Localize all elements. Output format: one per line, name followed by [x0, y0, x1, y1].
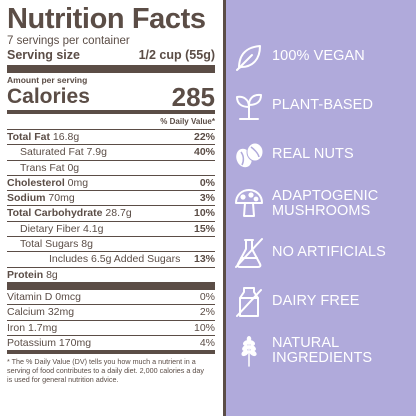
claim-label: NO ARTIFICIALS — [272, 244, 386, 260]
micronutrient-dv: 2% — [199, 306, 215, 319]
claim-dairy-free: DAIRY FREE — [232, 277, 416, 326]
nutrient-row-cholesterol: Cholesterol 0mg 0% — [7, 174, 215, 190]
claim-vegan: 100% VEGAN — [232, 32, 416, 81]
nutrient-dv: 3% — [199, 192, 215, 205]
claim-adaptogenic-mushrooms: ADAPTOGENIC MUSHROOMS — [232, 179, 416, 228]
micronutrient-dv: 10% — [193, 321, 215, 334]
nutrient-name: Total Carbohydrate — [7, 207, 103, 220]
nutrient-amount: Saturated Fat 7.9g — [20, 146, 107, 159]
thick-divider — [7, 281, 215, 290]
serving-size-row: Serving size 1/2 cup (55g) — [7, 48, 215, 63]
claim-label: DAIRY FREE — [272, 293, 360, 309]
nutrient-row-dietary-fiber: Dietary Fiber 4.1g 15% — [7, 220, 215, 236]
daily-value-header: % Daily Value* — [160, 117, 215, 126]
lavender-icon — [232, 334, 266, 368]
nutrient-dv: 10% — [193, 207, 215, 220]
nutrient-amount: 28.7g — [102, 207, 132, 220]
calories-value: 285 — [171, 82, 215, 112]
claim-label-line: NATURAL — [272, 334, 340, 351]
calories-label: Calories — [7, 85, 90, 108]
no-dairy-carton-icon — [232, 285, 266, 319]
nutrient-row-saturated-fat: Saturated Fat 7.9g 40% — [7, 144, 215, 159]
servings-per-container: 7 servings per container — [7, 35, 130, 47]
claim-label: PLANT-BASED — [272, 97, 374, 113]
nutrient-dv: 0% — [199, 176, 215, 189]
micronutrient-name: Potassium 170mg — [7, 336, 92, 349]
calories-row: Calories 285 — [7, 82, 215, 112]
nutrient-amount: 8g — [43, 268, 58, 281]
nutrient-dv: 13% — [193, 253, 215, 266]
claim-label: ADAPTOGENIC MUSHROOMS — [272, 187, 379, 219]
nutrient-name: Sodium — [7, 192, 46, 205]
nutrient-amount: Includes 6.5g Added Sugars — [49, 253, 181, 266]
product-claims-list: 100% VEGAN PLANT-BASED REAL NUTS — [232, 32, 416, 375]
nutrient-amount: Dietary Fiber 4.1g — [20, 222, 104, 235]
nutrient-dv: 15% — [193, 222, 215, 235]
nutrient-row-protein: Protein 8g — [7, 266, 215, 282]
nutrient-name: Total Fat — [7, 131, 50, 143]
nutrient-amount: 16.8g — [49, 131, 80, 143]
nutrient-amount: Total Sugars 8g — [20, 238, 93, 251]
micronutrient-name: Vitamin D 0mcg — [7, 290, 81, 303]
nutrient-amount: 70mg — [45, 192, 75, 205]
claim-label: REAL NUTS — [272, 146, 354, 162]
nutrient-amount: Trans Fat 0g — [20, 161, 80, 174]
nutrient-dv: 40% — [193, 146, 215, 159]
micronutrient-row-potassium: Potassium 170mg 4% — [7, 334, 215, 350]
claim-natural-ingredients: NATURAL INGREDIENTS — [232, 326, 416, 375]
nutrient-row-total-carbohydrate: Total Carbohydrate 28.7g 10% — [7, 205, 215, 220]
nutrient-row-total-sugars: Total Sugars 8g — [7, 236, 215, 251]
micronutrient-name: Iron 1.7mg — [7, 321, 58, 334]
claim-label-line: ADAPTOGENIC — [272, 187, 379, 204]
sprout-icon — [232, 89, 266, 123]
nutrient-amount: 0mg — [64, 176, 89, 189]
claim-plant-based: PLANT-BASED — [232, 81, 416, 130]
nutrient-row-sodium: Sodium 70mg 3% — [7, 190, 215, 205]
claim-label-line: MUSHROOMS — [272, 202, 371, 219]
serving-size-label: Serving size — [7, 48, 80, 62]
claim-label: NATURAL INGREDIENTS — [272, 334, 373, 366]
thick-divider — [7, 65, 215, 73]
daily-value-footnote: * The % Daily Value (DV) tells you how m… — [7, 357, 204, 385]
nutrient-row-total-fat: Total Fat 16.8g 22% — [7, 129, 215, 144]
micronutrient-name: Calcium 32mg — [7, 306, 75, 319]
medium-divider — [7, 350, 215, 355]
nutrient-dv: 22% — [193, 131, 215, 143]
nutrition-facts-title: Nutrition Facts — [7, 3, 206, 35]
serving-size-value: 1/2 cup (55g) — [138, 48, 215, 62]
nutrient-row-added-sugars: Includes 6.5g Added Sugars 13% — [7, 251, 215, 266]
nutrition-facts-panel: Nutrition Facts 7 servings per container… — [0, 0, 226, 416]
micronutrient-dv: 0% — [199, 290, 215, 303]
claim-label-line: INGREDIENTS — [272, 349, 373, 366]
micronutrient-row-calcium: Calcium 32mg 2% — [7, 304, 215, 319]
nutrient-name: Protein — [7, 268, 44, 281]
amount-per-serving: Amount per serving — [7, 75, 88, 85]
nutrient-name: Cholesterol — [7, 176, 65, 189]
micronutrient-row-iron: Iron 1.7mg 10% — [7, 319, 215, 335]
nuts-icon — [232, 138, 266, 172]
mushroom-icon — [232, 187, 266, 221]
claim-label: 100% VEGAN — [272, 48, 365, 64]
no-artificials-flask-icon — [232, 236, 266, 270]
claim-no-artificials: NO ARTIFICIALS — [232, 228, 416, 277]
medium-divider — [7, 110, 215, 114]
micronutrient-dv: 4% — [199, 336, 215, 349]
nutrient-row-trans-fat: Trans Fat 0g — [7, 159, 215, 175]
leaf-icon — [232, 40, 266, 74]
claim-real-nuts: REAL NUTS — [232, 130, 416, 179]
micronutrient-row-vitamin-d: Vitamin D 0mcg 0% — [7, 290, 215, 304]
